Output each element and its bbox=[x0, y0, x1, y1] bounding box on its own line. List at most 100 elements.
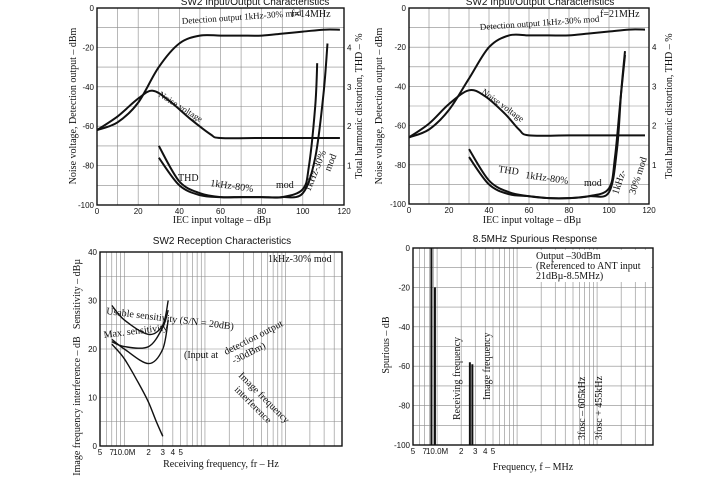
chart-1-ticks: 0 20 40 60 80 100 120 0 -20 -40 -60 -80 -100 1 2 3 4 bbox=[78, 4, 352, 216]
chart-3-series-3 bbox=[111, 343, 164, 437]
chart-2-condition: f=21MHz bbox=[600, 9, 640, 20]
chart-4-ticks: 5 7 10.0M 2 3 4 50-20-40-60-80-100 bbox=[394, 244, 496, 456]
chart-2-ytick-2: -40 bbox=[394, 82, 406, 91]
chart-3: SW2 Reception Characteristics 5 7 10.0M 2 3 4… bbox=[72, 236, 343, 476]
chart-1-y2tick-0: 1 bbox=[347, 162, 352, 171]
chart-2-xtick-3: 60 bbox=[525, 206, 534, 215]
chart-1-xtick-4: 80 bbox=[257, 207, 266, 216]
chart-1-y2tick-2: 3 bbox=[347, 83, 352, 92]
chart-4-ytick-4: -80 bbox=[398, 402, 410, 411]
chart-3-xtick-2: 10.0M bbox=[113, 448, 136, 457]
chart-1-80-label: 1kHz-80% bbox=[210, 178, 254, 195]
chart-4-xtick-6: 5 bbox=[491, 447, 496, 456]
chart-2-series bbox=[408, 28, 646, 200]
chart-1-xtick-5: 100 bbox=[296, 207, 310, 216]
chart-2-ytick-0: 0 bbox=[402, 4, 407, 13]
chart-3-ytick-2: 20 bbox=[88, 345, 97, 354]
chart-3-series bbox=[111, 300, 169, 437]
chart-4-ytick-1: -20 bbox=[398, 283, 410, 292]
chart-2-xtick-1: 20 bbox=[445, 206, 454, 215]
chart-2-xtick-4: 80 bbox=[565, 206, 574, 215]
chart-2-xtick-0: 0 bbox=[407, 206, 412, 215]
chart-4-title: 8.5MHz Spurious Response bbox=[473, 234, 598, 245]
chart-2-ytick-1: -20 bbox=[394, 43, 406, 52]
chart-2-detection-label: Detection output 1kHz-30% mod bbox=[479, 14, 600, 32]
chart-3-frame bbox=[99, 251, 343, 447]
chart-1-ytick-4: -80 bbox=[82, 162, 94, 171]
chart-1-ytick-5: -100 bbox=[78, 201, 95, 210]
chart-4-cat-1-label: Image frequency bbox=[482, 333, 493, 400]
chart-4-xtick-0: 5 bbox=[411, 447, 416, 456]
chart-2-xtick-5: 100 bbox=[602, 206, 616, 215]
chart-4-xtick-5: 4 bbox=[483, 447, 488, 456]
chart-4-legend-box bbox=[532, 250, 651, 282]
chart-1-frame bbox=[96, 7, 345, 206]
chart-3-ytick-4: 0 bbox=[93, 442, 98, 451]
chart-1-xlabel: IEC input voltage – dBµ bbox=[173, 215, 272, 226]
chart-2-series-3 bbox=[468, 51, 626, 200]
chart-4-bars bbox=[430, 248, 474, 445]
chart-4-cat-2-label: 3fosc – 605kHz bbox=[577, 376, 588, 440]
chart-2-ytick-4: -80 bbox=[394, 161, 406, 170]
chart-2-ytick-3: -60 bbox=[394, 122, 406, 131]
chart-4-legend-3: 21dBµ-8.5MHz) bbox=[536, 271, 603, 282]
chart-3-series-0 bbox=[111, 300, 169, 336]
chart-3-ytick-3: 10 bbox=[88, 394, 97, 403]
chart-2-mod-label: mod bbox=[584, 178, 602, 189]
chart-4-ylabel: Spurious – dB bbox=[381, 316, 392, 374]
chart-2-ticks: 0 20 40 60 80 100 120 0 -20 -40 -60 -80 -100 1 2 3 4 bbox=[390, 4, 657, 215]
chart-2-frame bbox=[408, 7, 650, 205]
chart-3-ylabel: Sensitivity – dBµ bbox=[72, 259, 83, 329]
chart-1-xtick-1: 20 bbox=[134, 207, 143, 216]
chart-4-legend-1: Output –30dBm bbox=[536, 251, 601, 262]
chart-1-thd-label: THD bbox=[178, 173, 199, 184]
chart-3-xtick-1: 7 bbox=[110, 448, 115, 457]
chart-1-ytick-2: -40 bbox=[82, 83, 94, 92]
chart-2-y2tick-0: 1 bbox=[652, 161, 657, 170]
chart-1-ytick-1: -20 bbox=[82, 43, 94, 52]
chart-2-series-1 bbox=[408, 89, 645, 139]
chart-3-series-2 bbox=[111, 309, 169, 349]
chart-3-xtick-0: 5 bbox=[98, 448, 103, 457]
chart-4-ytick-2: -40 bbox=[398, 323, 410, 332]
chart-1-y2tick-3: 4 bbox=[347, 43, 352, 52]
chart-4-cat-3-label: 3fosc + 455kHz bbox=[594, 375, 605, 440]
chart-1: SW2 Input/Output Characteristics 0 20 40 60… bbox=[68, 0, 365, 226]
chart-2: SW2 Input/Output Characteristics 0 20 40 60… bbox=[374, 0, 675, 226]
chart-3-ytick-0: 40 bbox=[88, 248, 97, 257]
chart-1-mod-label: mod bbox=[276, 180, 294, 191]
chart-2-title: SW2 Input/Output Characteristics bbox=[466, 0, 614, 8]
chart-4-xtick-2: 10.0M bbox=[426, 447, 449, 456]
chart-3-xtick-3: 2 bbox=[146, 448, 151, 457]
chart-2-y2tick-3: 4 bbox=[652, 43, 657, 52]
chart-4-xtick-4: 3 bbox=[473, 447, 478, 456]
chart-3-xtick-4: 3 bbox=[161, 448, 166, 457]
chart-3-condition: 1kHz-30% mod bbox=[268, 254, 332, 265]
chart-3-xtick-6: 5 bbox=[178, 448, 183, 457]
chart-4-xlabel: Frequency, f – MHz bbox=[493, 462, 574, 473]
chart-4-cat-0-label: Receiving frequency bbox=[452, 337, 463, 420]
chart-3-ylabel-lower: Image frequency interference – dB bbox=[72, 336, 83, 476]
chart-1-series-3 bbox=[157, 43, 329, 199]
chart-3-grid bbox=[99, 251, 343, 447]
chart-3-xtick-5: 4 bbox=[171, 448, 176, 457]
chart-1-y2label: Total harmonic distortion, THD – % bbox=[354, 33, 365, 178]
chart-4-xtick-1: 7 bbox=[422, 447, 427, 456]
chart-2-y2label: Total harmonic distortion, THD – % bbox=[664, 33, 675, 178]
chart-1-series-0 bbox=[96, 28, 340, 132]
chart-4: 8.5MHz Spurious Response 5 7 10.0M 2 3 4 50-20… bbox=[381, 234, 654, 473]
chart-1-title: SW2 Input/Output Characteristics bbox=[181, 0, 329, 8]
chart-2-30-mod-label: 30% mod bbox=[627, 156, 649, 196]
chart-1-xtick-0: 0 bbox=[95, 207, 100, 216]
chart-3-title: SW2 Reception Characteristics bbox=[153, 236, 291, 247]
chart-4-ytick-0: 0 bbox=[406, 244, 411, 253]
chart-1-series-1 bbox=[96, 89, 340, 140]
chart-2-ytick-5: -100 bbox=[390, 200, 407, 209]
chart-1-ytick-3: -60 bbox=[82, 122, 94, 131]
chart-1-y2tick-1: 2 bbox=[347, 122, 352, 131]
chart-2-ylabel: Noise voltage, Detection output – dBm bbox=[374, 27, 385, 184]
chart-4-frame bbox=[412, 247, 654, 446]
chart-1-detection-label: Detection output 1kHz-30% mod bbox=[181, 8, 302, 26]
